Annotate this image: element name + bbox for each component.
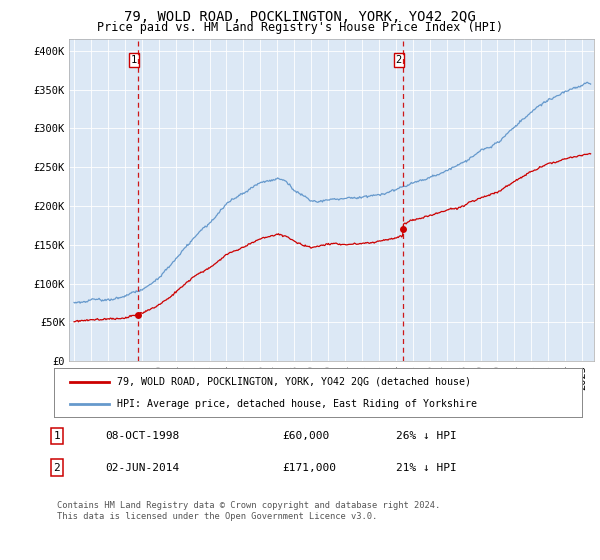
Text: 02-JUN-2014: 02-JUN-2014	[105, 463, 179, 473]
Text: 1: 1	[131, 55, 137, 65]
Text: 2: 2	[53, 463, 61, 473]
Text: 2: 2	[395, 55, 402, 65]
Text: £171,000: £171,000	[282, 463, 336, 473]
Text: 79, WOLD ROAD, POCKLINGTON, YORK, YO42 2QG: 79, WOLD ROAD, POCKLINGTON, YORK, YO42 2…	[124, 10, 476, 24]
Text: 1: 1	[53, 431, 61, 441]
Text: Price paid vs. HM Land Registry's House Price Index (HPI): Price paid vs. HM Land Registry's House …	[97, 21, 503, 34]
Text: 79, WOLD ROAD, POCKLINGTON, YORK, YO42 2QG (detached house): 79, WOLD ROAD, POCKLINGTON, YORK, YO42 2…	[118, 377, 472, 387]
Text: Contains HM Land Registry data © Crown copyright and database right 2024.
This d: Contains HM Land Registry data © Crown c…	[57, 501, 440, 521]
Text: HPI: Average price, detached house, East Riding of Yorkshire: HPI: Average price, detached house, East…	[118, 399, 478, 409]
Text: 21% ↓ HPI: 21% ↓ HPI	[396, 463, 457, 473]
Text: 26% ↓ HPI: 26% ↓ HPI	[396, 431, 457, 441]
Text: £60,000: £60,000	[282, 431, 329, 441]
Text: 08-OCT-1998: 08-OCT-1998	[105, 431, 179, 441]
